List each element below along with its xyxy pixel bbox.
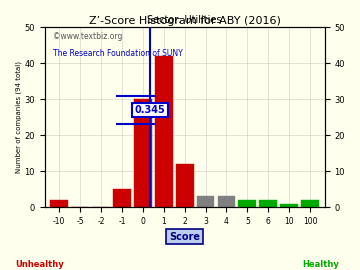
Bar	[155, 56, 173, 207]
X-axis label: Score: Score	[169, 231, 200, 241]
Bar	[217, 196, 235, 207]
Bar	[50, 200, 68, 207]
Bar	[176, 164, 194, 207]
Bar	[280, 204, 298, 207]
Bar	[113, 189, 131, 207]
Bar	[197, 196, 215, 207]
Title: Z’-Score Histogram for ABY (2016): Z’-Score Histogram for ABY (2016)	[89, 16, 280, 26]
Text: ©www.textbiz.org: ©www.textbiz.org	[53, 32, 122, 42]
Bar	[259, 200, 277, 207]
Text: Healthy: Healthy	[302, 260, 339, 269]
Bar	[238, 200, 256, 207]
Bar	[134, 99, 152, 207]
Text: Sector: Utilities: Sector: Utilities	[147, 15, 222, 25]
Text: The Research Foundation of SUNY: The Research Foundation of SUNY	[53, 49, 183, 58]
Text: 0.345: 0.345	[135, 105, 165, 115]
Text: Unhealthy: Unhealthy	[15, 260, 64, 269]
Y-axis label: Number of companies (94 total): Number of companies (94 total)	[15, 61, 22, 173]
Bar	[301, 200, 319, 207]
